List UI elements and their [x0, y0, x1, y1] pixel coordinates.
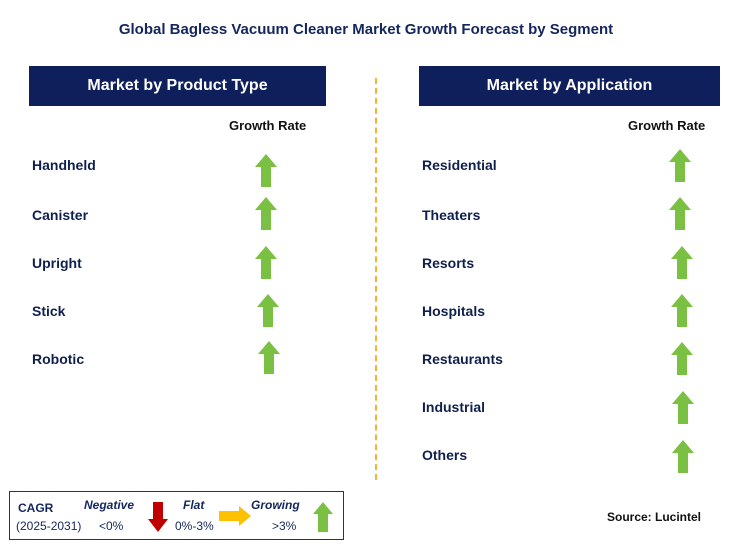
- application-item-restaurants: Restaurants: [422, 351, 503, 367]
- application-header-label: Market by Application: [486, 77, 653, 94]
- source-note: Source: Lucintel: [607, 510, 702, 524]
- growing-up-arrow-icon: [313, 502, 333, 532]
- growth-up-arrow-icon: [255, 246, 277, 279]
- application-header: Market by Application: [419, 66, 720, 106]
- page-title: Global Bagless Vacuum Cleaner Market Gro…: [118, 21, 614, 38]
- product-type-item-canister: Canister: [32, 207, 89, 223]
- legend-negative-label: Negative: [84, 498, 135, 512]
- product-type-growth-rate-label: Growth Rate: [229, 118, 307, 133]
- cagr-legend: CAGR (2025-2031) Negative <0% Flat 0%-3%…: [9, 491, 344, 540]
- growth-up-arrow-icon: [255, 197, 277, 230]
- application-growth-rate-label: Growth Rate: [628, 118, 706, 133]
- product-type-item-robotic: Robotic: [32, 351, 85, 367]
- legend-flat-range: 0%-3%: [175, 519, 214, 533]
- product-type-header-label: Market by Product Type: [87, 77, 268, 94]
- growth-up-arrow-icon: [257, 294, 279, 327]
- legend-growing-range: >3%: [272, 519, 297, 533]
- panel-divider: [375, 78, 377, 480]
- product-type-item-upright: Upright: [32, 255, 82, 271]
- growth-up-arrow-icon: [672, 391, 694, 424]
- application-item-hospitals: Hospitals: [422, 303, 486, 319]
- legend-negative-range: <0%: [99, 519, 124, 533]
- growth-up-arrow-icon: [671, 246, 693, 279]
- legend-flat-label: Flat: [183, 498, 205, 512]
- growth-up-arrow-icon: [671, 342, 693, 375]
- application-item-residential: Residential: [422, 157, 497, 173]
- legend-growing-label: Growing: [251, 498, 300, 512]
- flat-right-arrow-icon: [219, 506, 251, 526]
- product-type-item-handheld: Handheld: [32, 157, 96, 173]
- product-type-header: Market by Product Type: [29, 66, 326, 106]
- application-item-resorts: Resorts: [422, 255, 475, 271]
- application-item-theaters: Theaters: [422, 207, 481, 223]
- product-type-item-stick: Stick: [32, 303, 66, 319]
- growth-up-arrow-icon: [255, 154, 277, 187]
- growth-up-arrow-icon: [672, 440, 694, 473]
- growth-up-arrow-icon: [671, 294, 693, 327]
- growth-up-arrow-icon: [669, 197, 691, 230]
- application-item-industrial: Industrial: [422, 399, 486, 415]
- negative-down-arrow-icon: [148, 502, 168, 532]
- growth-up-arrow-icon: [258, 341, 280, 374]
- legend-period: (2025-2031): [16, 519, 82, 533]
- application-item-others: Others: [422, 447, 468, 463]
- growth-up-arrow-icon: [669, 149, 691, 182]
- legend-cagr-label: CAGR: [18, 501, 54, 515]
